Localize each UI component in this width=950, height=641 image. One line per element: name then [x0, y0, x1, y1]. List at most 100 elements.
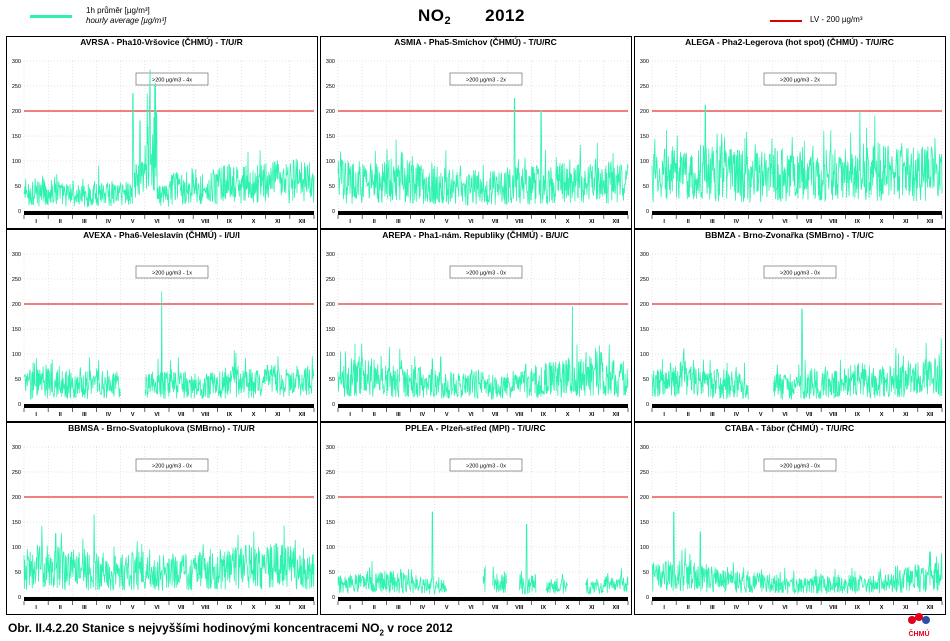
month-label: VI: [468, 412, 474, 418]
month-label: IX: [855, 412, 861, 418]
y-tick-label: 100: [12, 159, 21, 165]
month-label: IV: [420, 412, 426, 418]
annotation-text: >200 µg/m3 - 0x: [780, 271, 820, 277]
y-tick-label: 50: [15, 184, 21, 190]
y-tick-label: 0: [18, 402, 21, 408]
month-label: VI: [782, 219, 788, 225]
series-line-hourly: [337, 98, 629, 206]
title-year: 2012: [485, 6, 525, 25]
main-title: NO2 2012: [418, 6, 525, 27]
series-line-hourly: [23, 291, 315, 400]
month-label: IX: [227, 219, 233, 225]
annotation-text: >200 µg/m3 - 0x: [152, 464, 192, 470]
annotation-box: [135, 458, 209, 472]
y-tick-label: 250: [640, 470, 649, 476]
series-line-hourly: [23, 514, 315, 591]
series-line-hourly: [651, 104, 943, 203]
y-tick-label: 200: [326, 109, 335, 115]
y-tick-label: 200: [640, 109, 649, 115]
y-tick-label: 150: [640, 134, 649, 140]
month-label: V: [759, 605, 763, 611]
legend-hourly-swatch: [30, 15, 72, 18]
month-label: I: [349, 412, 351, 418]
y-tick-label: 150: [12, 327, 21, 333]
y-tick-label: 0: [646, 402, 649, 408]
y-tick-label: 50: [329, 377, 335, 383]
month-label: VII: [806, 219, 813, 225]
month-label: VII: [178, 219, 185, 225]
annotation-box: [135, 72, 209, 86]
month-label: IV: [420, 219, 426, 225]
month-label: VI: [154, 605, 160, 611]
month-label: XII: [299, 412, 306, 418]
panel-title: CTABA - Tábor (ČHMÚ) - T/U/RC: [725, 422, 854, 433]
month-label: VIII: [201, 219, 210, 225]
y-tick-label: 150: [12, 520, 21, 526]
legend-hourly-label-en: hourly average [µg/m³]: [86, 16, 167, 25]
panel-title: BBMSA - Brno-Svatoplukova (SMBrno) - T/U…: [68, 423, 255, 433]
y-tick-label: 250: [12, 470, 21, 476]
month-label: XII: [299, 219, 306, 225]
month-label: XII: [613, 605, 620, 611]
month-label: I: [35, 219, 37, 225]
chart-panel: ALEGA - Pha2-Legerova (hot spot) (ČHMÚ) …: [634, 36, 946, 229]
month-label: V: [759, 219, 763, 225]
y-tick-label: 50: [15, 570, 21, 576]
y-tick-label: 300: [12, 445, 21, 451]
month-label: VIII: [515, 605, 524, 611]
y-tick-label: 200: [640, 495, 649, 501]
y-tick-label: 250: [640, 277, 649, 283]
annotation-box: [449, 265, 523, 279]
month-label: VII: [806, 605, 813, 611]
month-label: IX: [541, 412, 547, 418]
y-tick-label: 250: [640, 84, 649, 90]
month-label: III: [396, 412, 401, 418]
y-tick-label: 300: [326, 445, 335, 451]
month-label: III: [710, 412, 715, 418]
month-label: V: [131, 412, 135, 418]
logo-circle-right: [922, 616, 930, 624]
month-label: IV: [734, 605, 740, 611]
y-tick-label: 300: [640, 252, 649, 258]
month-label: VI: [468, 219, 474, 225]
month-label: VI: [782, 605, 788, 611]
month-label: XI: [275, 412, 281, 418]
y-tick-label: 100: [640, 545, 649, 551]
annotation-box: [763, 72, 837, 86]
series-line-hourly: [337, 511, 629, 596]
month-label: I: [349, 605, 351, 611]
month-label: X: [566, 412, 570, 418]
month-label: X: [880, 605, 884, 611]
y-tick-label: 0: [646, 595, 649, 601]
month-label: VI: [782, 412, 788, 418]
chart-panel: ASMIA - Pha5-Smíchov (ČHMÚ) - T/U/RC 0 50 1…: [320, 36, 632, 229]
month-label: VIII: [829, 412, 838, 418]
annotation-text: >200 µg/m3 - 2x: [466, 78, 506, 84]
y-tick-label: 250: [12, 277, 21, 283]
annotation-text: >200 µg/m3 - 0x: [466, 464, 506, 470]
month-label: VIII: [515, 412, 524, 418]
y-tick-label: 250: [326, 277, 335, 283]
month-label: IV: [734, 412, 740, 418]
title-pollutant: NO: [418, 6, 445, 25]
legend-limit-label: LV - 200 µg/m³: [810, 15, 863, 24]
month-label: X: [880, 412, 884, 418]
month-label: IV: [106, 605, 112, 611]
annotation-box: [135, 265, 209, 279]
chart-panel: BBMSA - Brno-Svatoplukova (SMBrno) - T/U…: [6, 422, 318, 615]
month-label: III: [82, 605, 87, 611]
month-label: XI: [589, 219, 595, 225]
logo-circle-center: [915, 613, 923, 621]
chart-panels: AVRSA - Pha10-Vršovice (ČHMÚ) - T/U/R 0 50…: [6, 36, 946, 615]
y-tick-label: 300: [640, 59, 649, 65]
panel-frame: [634, 36, 946, 229]
y-tick-label: 0: [332, 595, 335, 601]
y-tick-label: 0: [18, 595, 21, 601]
y-tick-label: 300: [12, 252, 21, 258]
panel-frame: [320, 422, 632, 615]
y-tick-label: 250: [326, 84, 335, 90]
annotation-text: >200 µg/m3 - 1x: [152, 271, 192, 277]
month-label: III: [710, 605, 715, 611]
month-label: V: [759, 412, 763, 418]
month-label: VII: [178, 412, 185, 418]
